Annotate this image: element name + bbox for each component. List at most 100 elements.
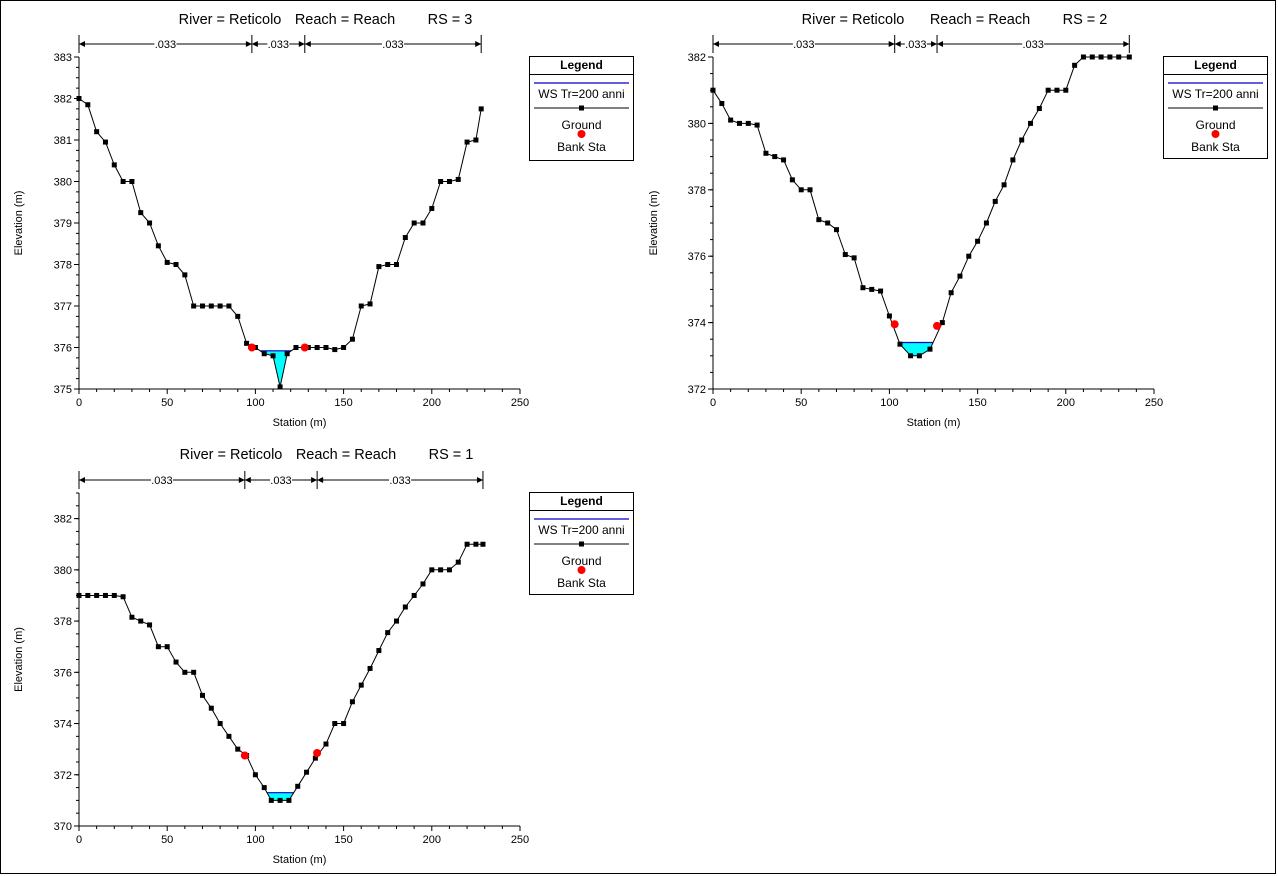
ground-point xyxy=(1116,54,1122,60)
ground-point xyxy=(277,797,283,803)
x-tick-label: 200 xyxy=(1057,397,1075,409)
x-axis-label: Station (m) xyxy=(273,417,327,429)
manning-label-bg xyxy=(150,474,173,486)
x-tick-label: 100 xyxy=(246,834,264,846)
ground-point xyxy=(1098,54,1104,60)
bank-station-marker xyxy=(933,321,942,330)
ground-point xyxy=(908,353,914,359)
ground-point xyxy=(120,594,126,600)
ground-point xyxy=(1001,182,1007,188)
chart-title-part: River = Reticolo xyxy=(802,12,905,28)
ground-point xyxy=(948,290,954,296)
manning-arrow xyxy=(304,41,311,47)
legend-title: Legend xyxy=(530,57,633,75)
ground-point xyxy=(120,179,126,184)
manning-arrow xyxy=(713,41,719,47)
ground-point xyxy=(851,255,857,261)
chart-title-part: Reach = Reach xyxy=(296,447,396,463)
ground-point xyxy=(745,120,751,126)
manning-arrow xyxy=(937,41,944,47)
legend-symbols xyxy=(534,82,629,138)
ground-point xyxy=(182,669,188,675)
cross-section-chart-3: River = Reticolo Reach = Reach RS = 1 0 50 10… xyxy=(13,447,529,866)
manning-n-label: .033 xyxy=(155,39,176,51)
ground-point xyxy=(754,122,760,128)
ground-point xyxy=(992,198,998,204)
ground-point xyxy=(208,303,214,309)
manning-arrow xyxy=(238,477,245,483)
ground-point xyxy=(1080,54,1086,60)
ground-point xyxy=(789,177,795,183)
manning-n-label: .033 xyxy=(793,39,814,51)
ground-point xyxy=(332,347,338,353)
ground-point xyxy=(277,384,283,390)
legend-item-ws: WS Tr=200 anni xyxy=(538,87,625,101)
y-tick-label: 383 xyxy=(54,52,72,64)
y-tick-label: 378 xyxy=(688,185,706,197)
legend-box: Legend WS Tr=200 anni Ground Bank Sta xyxy=(1163,56,1268,159)
ground-point xyxy=(1010,157,1016,163)
manning-arrow xyxy=(317,477,324,483)
x-axis-label: Station (m) xyxy=(907,417,961,429)
ground-point xyxy=(957,273,963,279)
y-tick-label: 382 xyxy=(54,514,72,526)
x-tick-label: 0 xyxy=(76,397,82,409)
ground-point xyxy=(1072,62,1078,68)
x-tick-label: 50 xyxy=(161,397,173,409)
y-tick-label: 379 xyxy=(54,218,72,230)
ground-point xyxy=(173,659,179,665)
bank-station-marker xyxy=(313,748,322,757)
legend-item-bank: Bank Sta xyxy=(1191,140,1240,154)
ground-point xyxy=(270,353,276,359)
ground-point xyxy=(323,345,329,350)
ground-point xyxy=(402,604,408,610)
manning-arrow xyxy=(475,41,482,47)
chart-title-part: River = Reticolo xyxy=(179,12,282,28)
y-axis-label: Elevation (m) xyxy=(648,191,660,256)
ground-point xyxy=(76,592,82,598)
ground-point xyxy=(286,797,292,803)
ground-point xyxy=(455,176,461,182)
ground-point xyxy=(376,648,382,654)
ground-point xyxy=(833,227,839,233)
x-tick-label: 200 xyxy=(423,397,441,409)
ground-point xyxy=(878,288,884,294)
legend-item-ground: Ground xyxy=(561,554,602,568)
bank-station-marker xyxy=(300,343,309,352)
ground-point xyxy=(102,592,108,598)
ground-point xyxy=(147,220,153,226)
ground-point xyxy=(226,733,232,739)
ground-point xyxy=(438,179,444,184)
y-tick-label: 382 xyxy=(688,52,706,64)
ground-point xyxy=(1089,54,1095,60)
ground-point xyxy=(293,345,299,350)
ground-point xyxy=(420,581,426,587)
x-axis-label: Station (m) xyxy=(273,854,327,866)
manning-label-bg xyxy=(904,38,927,50)
manning-label-bg xyxy=(154,38,177,50)
legend-box: Legend WS Tr=200 anni Ground Bank Sta xyxy=(529,56,634,161)
ground-point xyxy=(1045,87,1051,93)
legend-box: Legend WS Tr=200 anni Ground Bank Sta xyxy=(529,492,634,595)
legend-ground-marker xyxy=(579,541,584,547)
ground-point xyxy=(111,162,117,168)
manning-n-label: .033 xyxy=(905,39,926,51)
y-tick-label: 380 xyxy=(54,177,72,189)
x-tick-label: 250 xyxy=(1145,397,1163,409)
x-tick-label: 150 xyxy=(968,397,986,409)
ground-point xyxy=(94,129,100,135)
chart-title-part: River = Reticolo xyxy=(180,447,283,463)
manning-arrow xyxy=(79,477,85,483)
cross-section-chart-1: River = Reticolo Reach = Reach RS = 3 0 50 10… xyxy=(13,12,529,429)
ground-point xyxy=(478,106,484,112)
chart-title-part: Reach = Reach xyxy=(930,12,1030,28)
ground-point xyxy=(807,187,813,193)
manning-arrow xyxy=(888,41,895,47)
chart-title-part: RS = 3 xyxy=(428,12,473,28)
ground-point xyxy=(367,301,373,307)
x-tick-label: 250 xyxy=(511,397,529,409)
ground-point xyxy=(473,137,479,143)
manning-arrow xyxy=(79,41,85,47)
y-tick-label: 376 xyxy=(54,343,72,355)
